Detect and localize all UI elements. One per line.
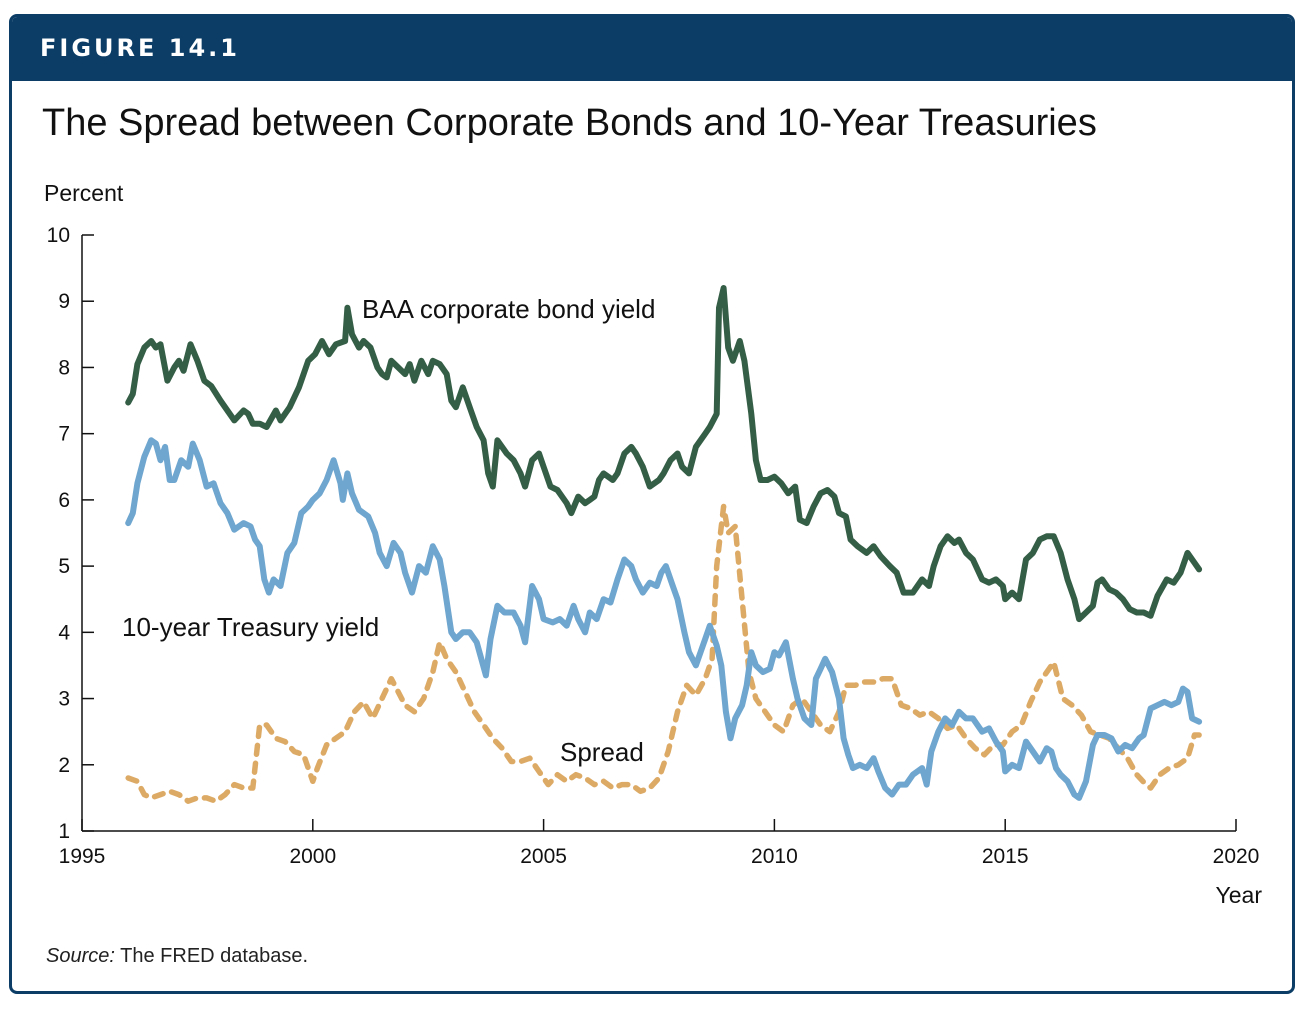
figure-number: FIGURE 14.1 bbox=[40, 34, 240, 62]
chart-series bbox=[125, 285, 1203, 804]
x-tick-label: 2020 bbox=[1213, 845, 1260, 868]
y-tick-label: 10 bbox=[47, 224, 70, 247]
x-tick-label: 1995 bbox=[59, 845, 106, 868]
y-tick-label: 8 bbox=[58, 356, 70, 379]
y-tick-label: 6 bbox=[58, 489, 70, 512]
x-axis-title: Year bbox=[1216, 882, 1263, 908]
x-tick-label: 2010 bbox=[751, 845, 798, 868]
source-note: Source: The FRED database. bbox=[46, 945, 308, 968]
baa-series-label: BAA corporate bond yield bbox=[362, 294, 655, 324]
x-tick-label: 2000 bbox=[289, 845, 336, 868]
treasury-yield-line bbox=[125, 437, 1203, 801]
y-axis-title: Percent bbox=[44, 180, 124, 206]
source-text: The FRED database. bbox=[114, 945, 309, 967]
baa-yield-line bbox=[125, 285, 1203, 623]
figure-banner: FIGURE 14.1 bbox=[12, 17, 1292, 81]
figure-title: The Spread between Corporate Bonds and 1… bbox=[42, 102, 1097, 144]
chart-axes: 1 2 3 4 5 6 7 8 9 10 1995 2000 2005 2010 2015 2020 Perce… bbox=[44, 180, 1262, 908]
y-tick-label: 9 bbox=[58, 290, 70, 313]
y-tick-label: 7 bbox=[58, 423, 70, 446]
source-prefix: Source: bbox=[46, 945, 115, 967]
x-tick-label: 2015 bbox=[982, 845, 1029, 868]
y-tick-label: 4 bbox=[58, 621, 70, 644]
chart-labels: BAA corporate bond yield 10-year Treasury… bbox=[122, 294, 655, 767]
spread-series-label: Spread bbox=[560, 737, 644, 767]
y-tick-label: 3 bbox=[58, 688, 70, 711]
y-tick-label: 1 bbox=[58, 820, 70, 843]
spread-line bbox=[125, 503, 1202, 804]
x-tick-label: 2005 bbox=[520, 845, 567, 868]
y-tick-label: 2 bbox=[58, 754, 70, 777]
y-tick-label: 5 bbox=[58, 555, 70, 578]
treasury-series-label: 10-year Treasury yield bbox=[122, 612, 379, 642]
